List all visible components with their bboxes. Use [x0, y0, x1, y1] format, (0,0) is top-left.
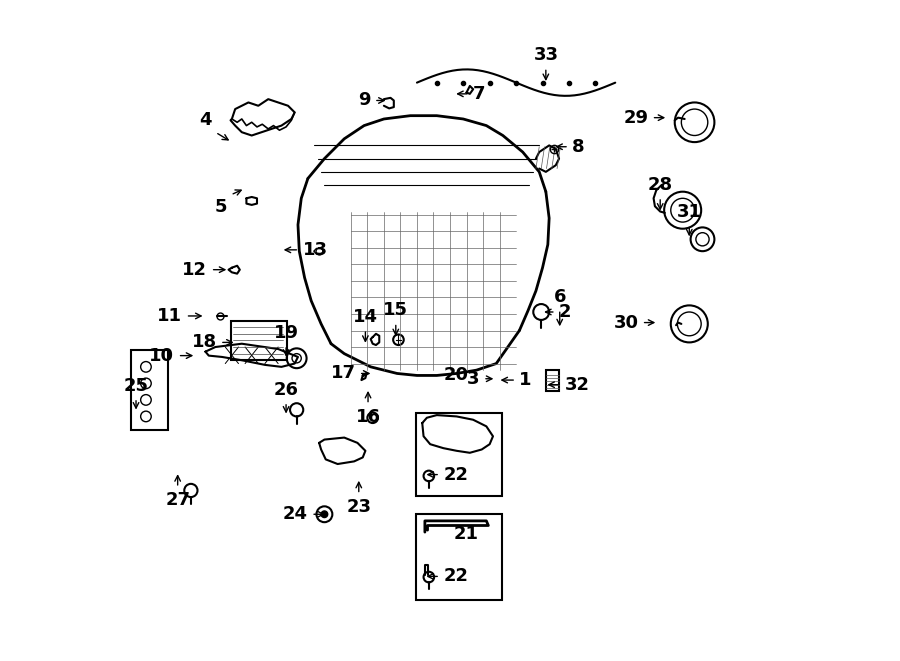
- Text: 23: 23: [346, 498, 372, 516]
- Text: 4: 4: [200, 111, 212, 129]
- Text: 22: 22: [444, 567, 468, 586]
- Text: 13: 13: [302, 241, 328, 259]
- Text: 30: 30: [614, 313, 638, 332]
- Text: 19: 19: [274, 324, 299, 342]
- Text: 27: 27: [166, 491, 190, 509]
- Bar: [545, 370, 559, 391]
- Text: 21: 21: [454, 525, 479, 543]
- Text: 6: 6: [554, 288, 566, 306]
- Text: 11: 11: [158, 307, 183, 325]
- Bar: [230, 321, 287, 360]
- Text: 8: 8: [572, 137, 585, 156]
- Circle shape: [321, 511, 328, 518]
- Text: 22: 22: [444, 465, 468, 484]
- Text: 17: 17: [330, 364, 356, 383]
- Text: 20: 20: [444, 366, 469, 385]
- Text: 32: 32: [564, 375, 590, 394]
- Text: 9: 9: [358, 91, 371, 110]
- Text: 28: 28: [648, 176, 673, 194]
- Text: 31: 31: [677, 204, 702, 221]
- Bar: [416, 413, 501, 496]
- Text: 26: 26: [274, 381, 299, 399]
- Text: 7: 7: [473, 85, 486, 103]
- Text: 33: 33: [534, 46, 558, 64]
- Text: 12: 12: [183, 260, 207, 279]
- Text: 3: 3: [467, 369, 480, 388]
- Text: 2: 2: [559, 303, 572, 321]
- Text: 5: 5: [215, 198, 227, 216]
- Text: 24: 24: [283, 505, 308, 524]
- Bar: [131, 350, 167, 430]
- Text: 14: 14: [353, 308, 378, 326]
- Text: 29: 29: [624, 108, 648, 127]
- Bar: [416, 514, 501, 600]
- Text: 25: 25: [123, 377, 148, 395]
- Text: 10: 10: [149, 346, 175, 365]
- Text: 16: 16: [356, 408, 381, 426]
- Text: 15: 15: [383, 301, 409, 319]
- Text: 18: 18: [192, 333, 217, 352]
- Text: 1: 1: [519, 371, 532, 389]
